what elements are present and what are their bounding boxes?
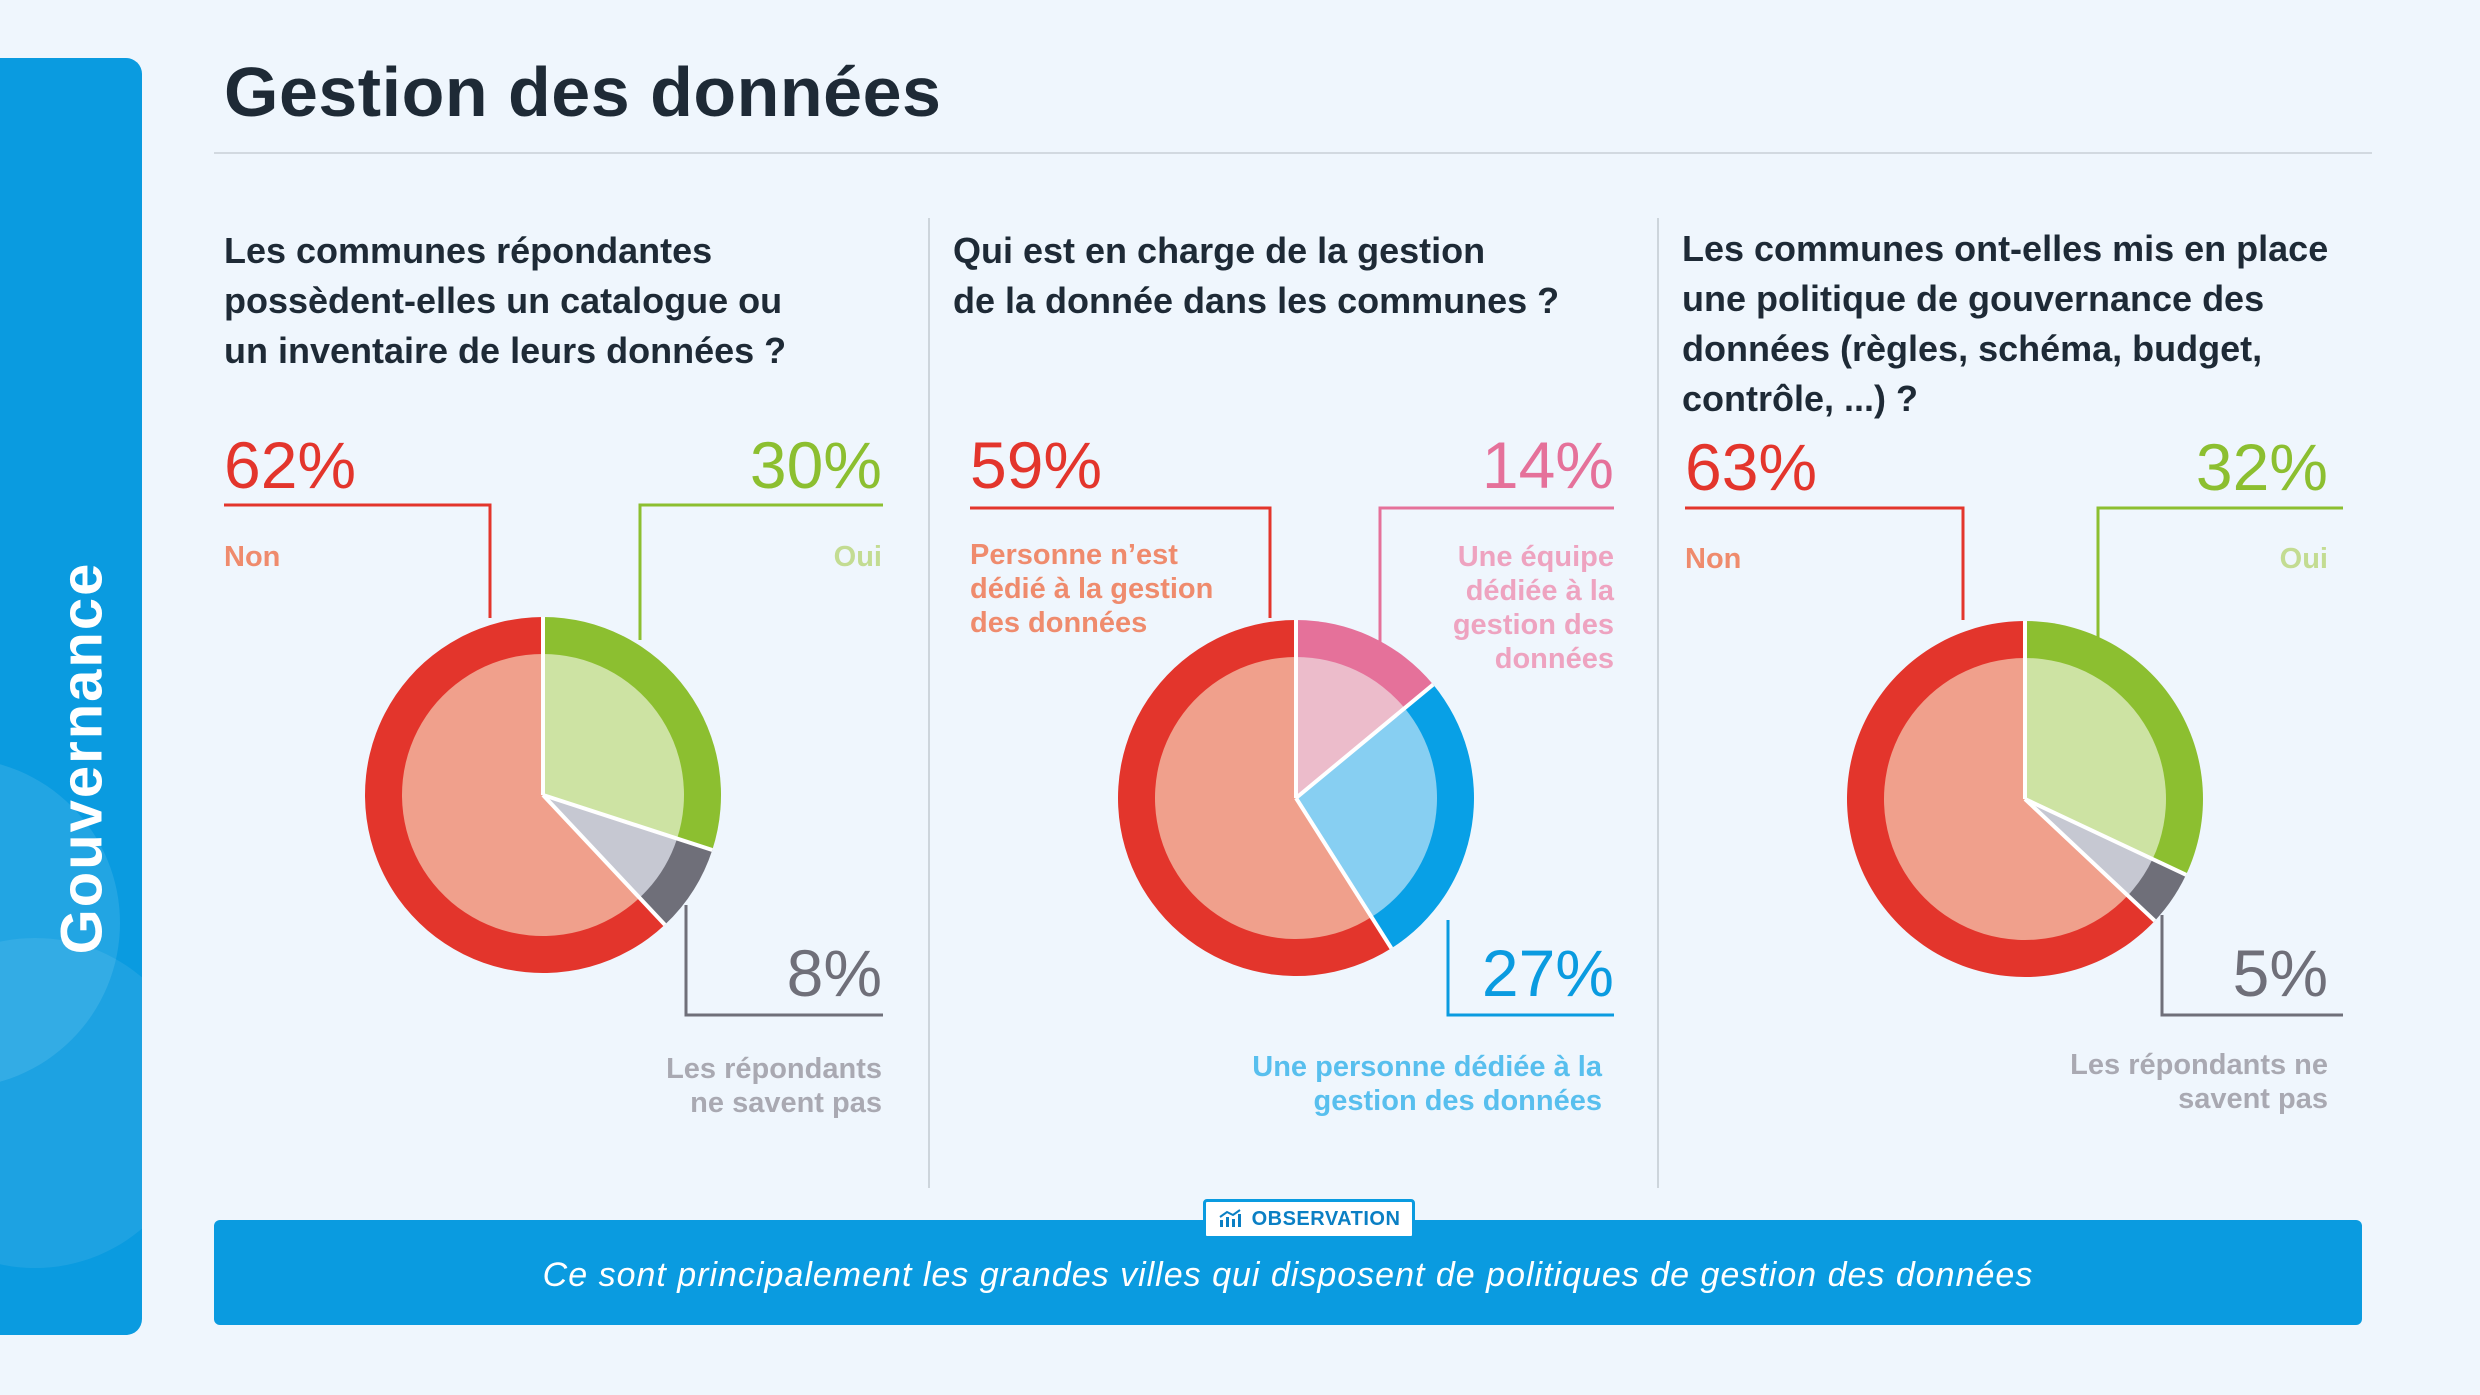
question-1: Les communes répondantes possèdent-elles…	[224, 226, 786, 376]
label-une-personne: Une personne dédiée à la gestion des donn…	[1252, 1051, 1602, 1117]
slice-separator	[541, 793, 667, 927]
question-line: Qui est en charge de la gestion	[953, 230, 1486, 271]
slice-separator	[1294, 796, 1394, 950]
label-ne-savent-pas: Les répondants ne savent pas	[2070, 1049, 2328, 1115]
observation-badge: OBSERVATION	[1203, 1199, 1415, 1239]
pct-ne-savent-pas: 5%	[2232, 936, 2328, 1010]
slice-separator	[2024, 797, 2187, 877]
leader-line-equipe	[1378, 506, 1614, 650]
pie-chart-responsable	[1118, 620, 1474, 976]
pct-non: 62%	[224, 428, 357, 502]
leader-line-non	[1685, 506, 1965, 620]
question-line: Les communes ont-elles mis en place	[1682, 228, 2329, 269]
slice-personne-inner	[1154, 657, 1372, 940]
pct-une-personne: 27%	[1481, 936, 1614, 1010]
label-non: Non	[224, 541, 281, 573]
slice-oui-inner	[543, 654, 685, 839]
slice-non-inner	[1883, 658, 2128, 940]
slice-separator	[1294, 682, 1435, 800]
label-equipe: Une équipe dédiée à la gestion des données	[1452, 541, 1614, 675]
label-oui: Oui	[833, 541, 882, 573]
slice-ne-savent-pas-inner	[543, 795, 678, 898]
panel-divider	[928, 218, 930, 1188]
page-title: Gestion des données	[224, 53, 942, 131]
pie-chart-gouvernance	[1847, 621, 2204, 977]
pie-chart-catalogue	[365, 617, 722, 973]
leader-line-ne-savent-pas	[2160, 915, 2343, 1017]
chart-icon	[1218, 1209, 1241, 1227]
sidebar-tab: Gouvernance	[0, 58, 142, 1335]
slice-separator	[542, 793, 713, 852]
leader-line-personne	[970, 506, 1272, 618]
pct-personne: 59%	[970, 428, 1103, 502]
leader-lines	[224, 503, 2343, 1017]
observation-badge-label: OBSERVATION	[1251, 1207, 1401, 1230]
pct-non: 63%	[1685, 430, 1818, 504]
leader-line-oui	[2096, 506, 2343, 640]
slice-separator	[2023, 797, 2157, 923]
pct-oui: 30%	[749, 428, 882, 502]
observation-text: Ce sont principalement les grandes ville…	[542, 1256, 2034, 1294]
label-personne: Personne n’est dédié à la gestion des donn…	[970, 539, 1214, 639]
title-divider	[214, 152, 2372, 154]
leader-line-non	[224, 503, 492, 618]
pct-equipe: 14%	[1481, 428, 1614, 502]
slice-non-inner	[401, 654, 640, 936]
question-3: Les communes ont-elles mis en place une …	[1682, 224, 2328, 424]
label-oui: Oui	[2279, 543, 2328, 575]
sidebar-decoration	[0, 938, 142, 1268]
label-ne-savent-pas: Les répondants ne savent pas	[666, 1053, 882, 1119]
leader-line-oui	[638, 503, 883, 640]
slice-equipe-inner	[1296, 657, 1405, 798]
question-line: de la donnée dans les communes ?	[953, 280, 1560, 321]
leader-line-ne-savent-pas	[684, 905, 883, 1017]
question-line: données (règles, schéma, budget,	[1682, 328, 2263, 369]
slice-une-personne-inner	[1296, 708, 1437, 918]
slice-oui-inner	[2025, 658, 2166, 860]
question-line: un inventaire de leurs données ?	[224, 330, 787, 371]
panel-divider	[1657, 218, 1659, 1188]
slice-ne-savent-pas-inner	[2025, 799, 2153, 896]
question-line: possèdent-elles un catalogue ou	[224, 280, 783, 321]
pct-oui: 32%	[2195, 430, 2328, 504]
label-non: Non	[1685, 543, 1742, 575]
question-line: Les communes répondantes	[224, 230, 713, 271]
question-2: Qui est en charge de la gestion de la do…	[953, 226, 1559, 326]
pct-ne-savent-pas: 8%	[786, 936, 882, 1010]
question-line: contrôle, ...) ?	[1682, 378, 1919, 419]
question-line: une politique de gouvernance des	[1682, 278, 2265, 319]
leader-line-une-personne	[1446, 920, 1614, 1017]
